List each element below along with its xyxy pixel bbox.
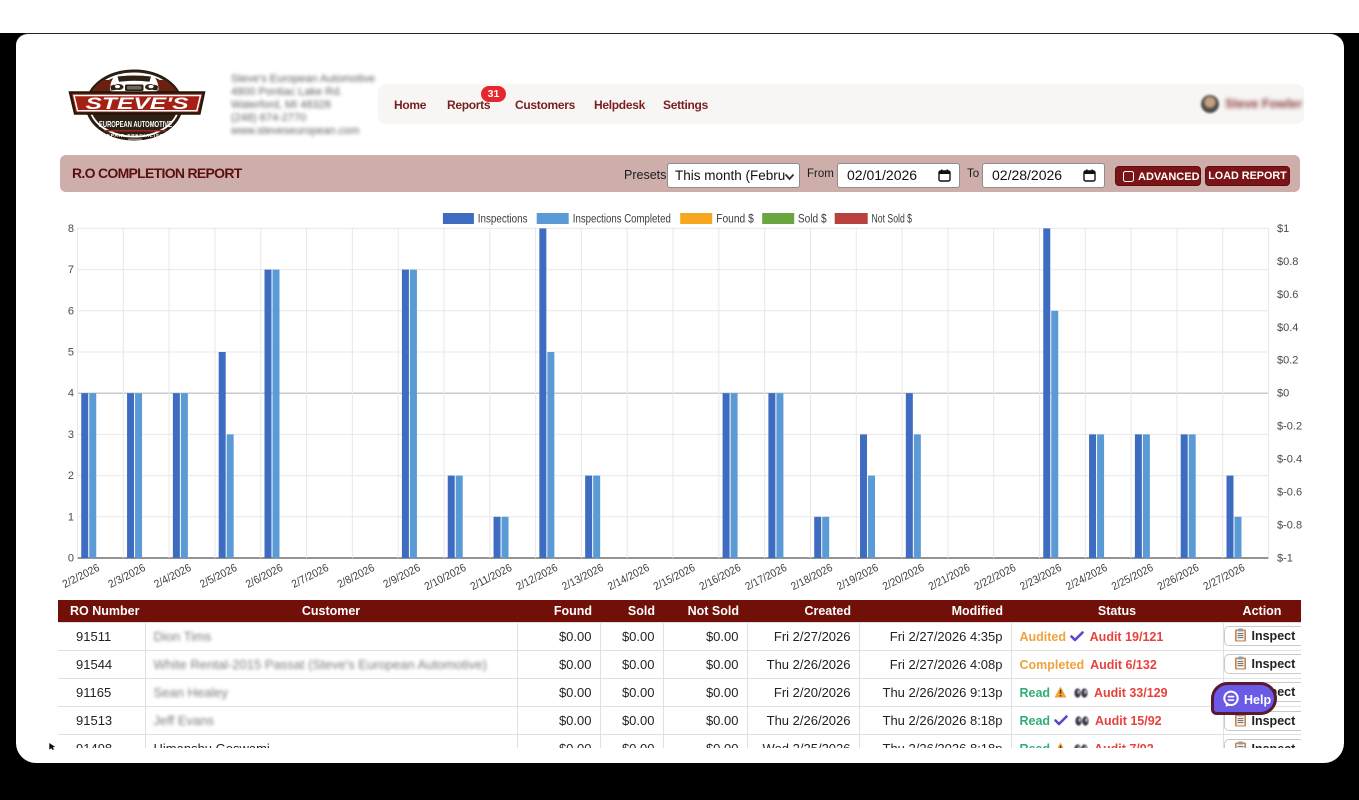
svg-text:2/14/2026: 2/14/2026 [606,562,652,593]
svg-text:3: 3 [68,429,74,441]
svg-text:2/13/2026: 2/13/2026 [560,562,606,593]
svg-text:2/25/2026: 2/25/2026 [1110,562,1156,593]
svg-text:2/24/2026: 2/24/2026 [1064,562,1110,593]
svg-text:2/19/2026: 2/19/2026 [835,562,881,593]
svg-text:$-0.2: $-0.2 [1277,421,1302,433]
svg-text:2/26/2026: 2/26/2026 [1156,562,1202,593]
svg-text:2/15/2026: 2/15/2026 [652,562,698,593]
svg-text:2/21/2026: 2/21/2026 [927,562,973,593]
svg-text:1: 1 [68,511,74,523]
svg-text:$-0.8: $-0.8 [1277,520,1302,532]
svg-text:2/16/2026: 2/16/2026 [698,562,744,593]
svg-text:2/20/2026: 2/20/2026 [881,562,927,593]
svg-text:2/18/2026: 2/18/2026 [789,562,835,593]
svg-text:2/9/2026: 2/9/2026 [381,562,422,591]
svg-text:2/8/2026: 2/8/2026 [336,562,377,591]
svg-text:2/17/2026: 2/17/2026 [743,562,789,593]
svg-text:Sold $: Sold $ [798,214,827,226]
svg-text:EUROPEAN AUTOMOTIVE: EUROPEAN AUTOMOTIVE [99,119,172,129]
svg-text:2/10/2026: 2/10/2026 [423,562,469,593]
svg-text:2/4/2026: 2/4/2026 [152,562,193,591]
svg-text:Found $: Found $ [716,214,754,226]
svg-text:2/23/2026: 2/23/2026 [1018,562,1064,593]
svg-text:0: 0 [68,553,74,565]
svg-text:2/7/2026: 2/7/2026 [290,562,331,591]
svg-text:2/5/2026: 2/5/2026 [198,562,239,591]
svg-text:2/22/2026: 2/22/2026 [972,562,1018,593]
svg-text:$0: $0 [1277,388,1289,400]
svg-text:$0.6: $0.6 [1277,289,1298,301]
svg-text:2: 2 [68,470,74,482]
svg-text:8: 8 [68,223,74,235]
svg-text:REPAIR SPECIALISTS: REPAIR SPECIALISTS [103,133,168,139]
svg-text:$-0.6: $-0.6 [1277,487,1302,499]
svg-text:7: 7 [68,264,74,276]
svg-text:6: 6 [68,305,74,317]
svg-text:STEVE'S: STEVE'S [86,95,189,113]
svg-text:Not Sold $: Not Sold $ [872,214,913,226]
svg-text:$-1: $-1 [1277,553,1293,565]
svg-text:Inspections: Inspections [478,214,528,226]
svg-text:2/6/2026: 2/6/2026 [244,562,285,591]
svg-text:2/27/2026: 2/27/2026 [1202,562,1248,593]
svg-text:2/3/2026: 2/3/2026 [106,562,147,591]
svg-text:$1: $1 [1277,223,1289,235]
svg-text:$0.8: $0.8 [1277,256,1298,268]
svg-text:4: 4 [68,388,74,400]
svg-text:$0.4: $0.4 [1277,322,1298,334]
svg-text:Inspections Completed: Inspections Completed [573,214,671,226]
svg-text:5: 5 [68,347,74,359]
svg-text:$-0.4: $-0.4 [1277,454,1302,466]
svg-text:2/12/2026: 2/12/2026 [514,562,560,593]
svg-text:2/2/2026: 2/2/2026 [61,562,102,591]
svg-text:2/11/2026: 2/11/2026 [469,562,515,593]
svg-text:$0.2: $0.2 [1277,355,1298,367]
